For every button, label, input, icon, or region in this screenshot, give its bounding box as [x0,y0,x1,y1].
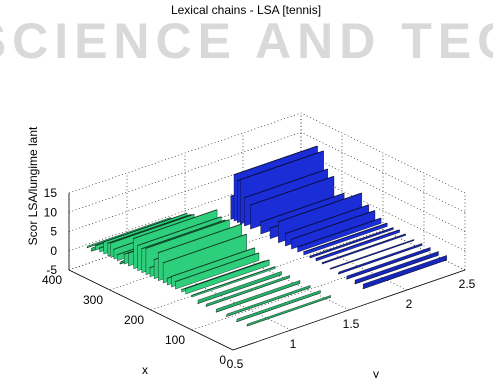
z-tick-label: 10 [44,205,58,219]
grid-wall-z-b [300,131,466,213]
bar-front [206,275,290,307]
x-tick-label: 100 [165,333,185,347]
grid-wall-z-a [68,131,302,213]
bar-front [236,290,321,323]
z-tick-label: 15 [44,186,58,200]
z-axis-label: Scor LSA/lungime lant [26,126,40,245]
x-tick-label: 0 [219,353,226,367]
x-tick-label: 300 [83,293,103,307]
x-axis-line [68,269,234,351]
bar-front [315,229,400,262]
z-tick-label: 5 [50,225,57,239]
bar-front [216,280,301,313]
bar-front [354,251,439,285]
grid-wall-z-a [68,151,302,232]
z-tick-label: 0 [50,244,57,258]
y-tick-label: 1 [290,337,297,351]
bar-front [363,255,447,290]
tick-labels: 0 100 200 300 400 0.5 1 1.5 2 2.5 -5 0 5 10 15 [42,186,476,371]
bar-front [303,223,388,256]
bar-front [346,247,431,280]
bar-front [197,271,282,304]
y-tick-label: 2.5 [459,277,476,291]
watermark-text: SCIENCE AND TEC [0,13,493,69]
y-axis-line [232,269,466,351]
grid-floor-y [242,209,408,291]
grid-wall-z-a [68,170,302,252]
bar-front [185,259,270,295]
y-axis-label: y [373,367,379,378]
bar-front [247,295,331,327]
axes-grid [68,112,466,351]
bar-front [191,266,276,298]
x-tick-label: 200 [124,313,144,327]
bar-front [322,233,406,265]
grid-wall-z-b [300,170,466,252]
y-tick-label: 1.5 [343,317,360,331]
y-tick-label: 0.5 [227,357,244,371]
y-tick-label: 2 [406,297,413,311]
x-tick-label: 400 [42,273,62,287]
grid-wall-z-a [68,112,302,194]
bar-series [86,145,448,327]
bar-front [175,252,260,290]
x-axis-label: x [142,363,148,377]
bar-front [297,218,382,253]
grid-wall-z-b [300,112,466,194]
chart-title: Lexical chains - LSA [tennis] [171,3,321,17]
bar-front [338,243,423,275]
bar-front [226,285,311,317]
bar-front [330,239,415,270]
grid-wall-z-b [300,151,466,232]
bar-front [309,227,394,259]
grid-wall-z-b [300,189,466,271]
z-tick-label: -5 [46,263,57,277]
